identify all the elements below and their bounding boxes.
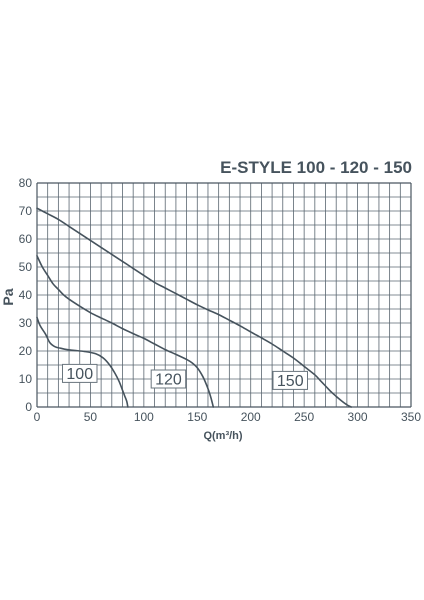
curve-120 bbox=[36, 255, 215, 408]
y-tick-label: 40 bbox=[19, 288, 33, 302]
x-axis-label: Q(m³/h) bbox=[203, 430, 242, 442]
y-tick-label: 0 bbox=[25, 400, 32, 414]
y-tick-label: 70 bbox=[19, 204, 33, 218]
series-label-100: 100 bbox=[61, 363, 98, 383]
curves bbox=[36, 207, 352, 408]
series-label-box bbox=[150, 369, 187, 389]
y-tick-label: 10 bbox=[19, 372, 33, 386]
series-label-box bbox=[272, 370, 309, 390]
x-tick-label: 150 bbox=[187, 410, 207, 424]
x-tick-label: 200 bbox=[241, 410, 261, 424]
tick-labels: 0 50 100 150 200 250 300 350 0 10 20 30 40 50 60 70 80 bbox=[19, 176, 422, 424]
curve-100 bbox=[36, 316, 129, 408]
x-tick-label: 50 bbox=[84, 410, 98, 424]
series-label-120: 120 bbox=[150, 369, 187, 389]
x-tick-label: 100 bbox=[134, 410, 154, 424]
series-label-text: 120 bbox=[155, 372, 182, 389]
series-label-box bbox=[61, 363, 98, 383]
series-label-text: 100 bbox=[66, 366, 93, 383]
curve-150 bbox=[36, 207, 352, 408]
y-tick-label: 50 bbox=[19, 260, 33, 274]
x-tick-label: 300 bbox=[348, 410, 368, 424]
y-tick-label: 80 bbox=[19, 176, 33, 190]
x-tick-label: 250 bbox=[294, 410, 314, 424]
y-axis-label: Pa bbox=[0, 288, 16, 305]
series-labels: 100 120 150 bbox=[61, 363, 309, 390]
series-label-text: 150 bbox=[277, 373, 304, 390]
series-label-150: 150 bbox=[272, 370, 309, 390]
y-tick-label: 60 bbox=[19, 232, 33, 246]
y-tick-label: 30 bbox=[19, 316, 33, 330]
chart-title: E-STYLE 100 - 120 - 150 bbox=[220, 158, 412, 177]
y-tick-label: 20 bbox=[19, 344, 33, 358]
x-tick-label: 0 bbox=[34, 410, 41, 424]
x-tick-label: 350 bbox=[401, 410, 421, 424]
